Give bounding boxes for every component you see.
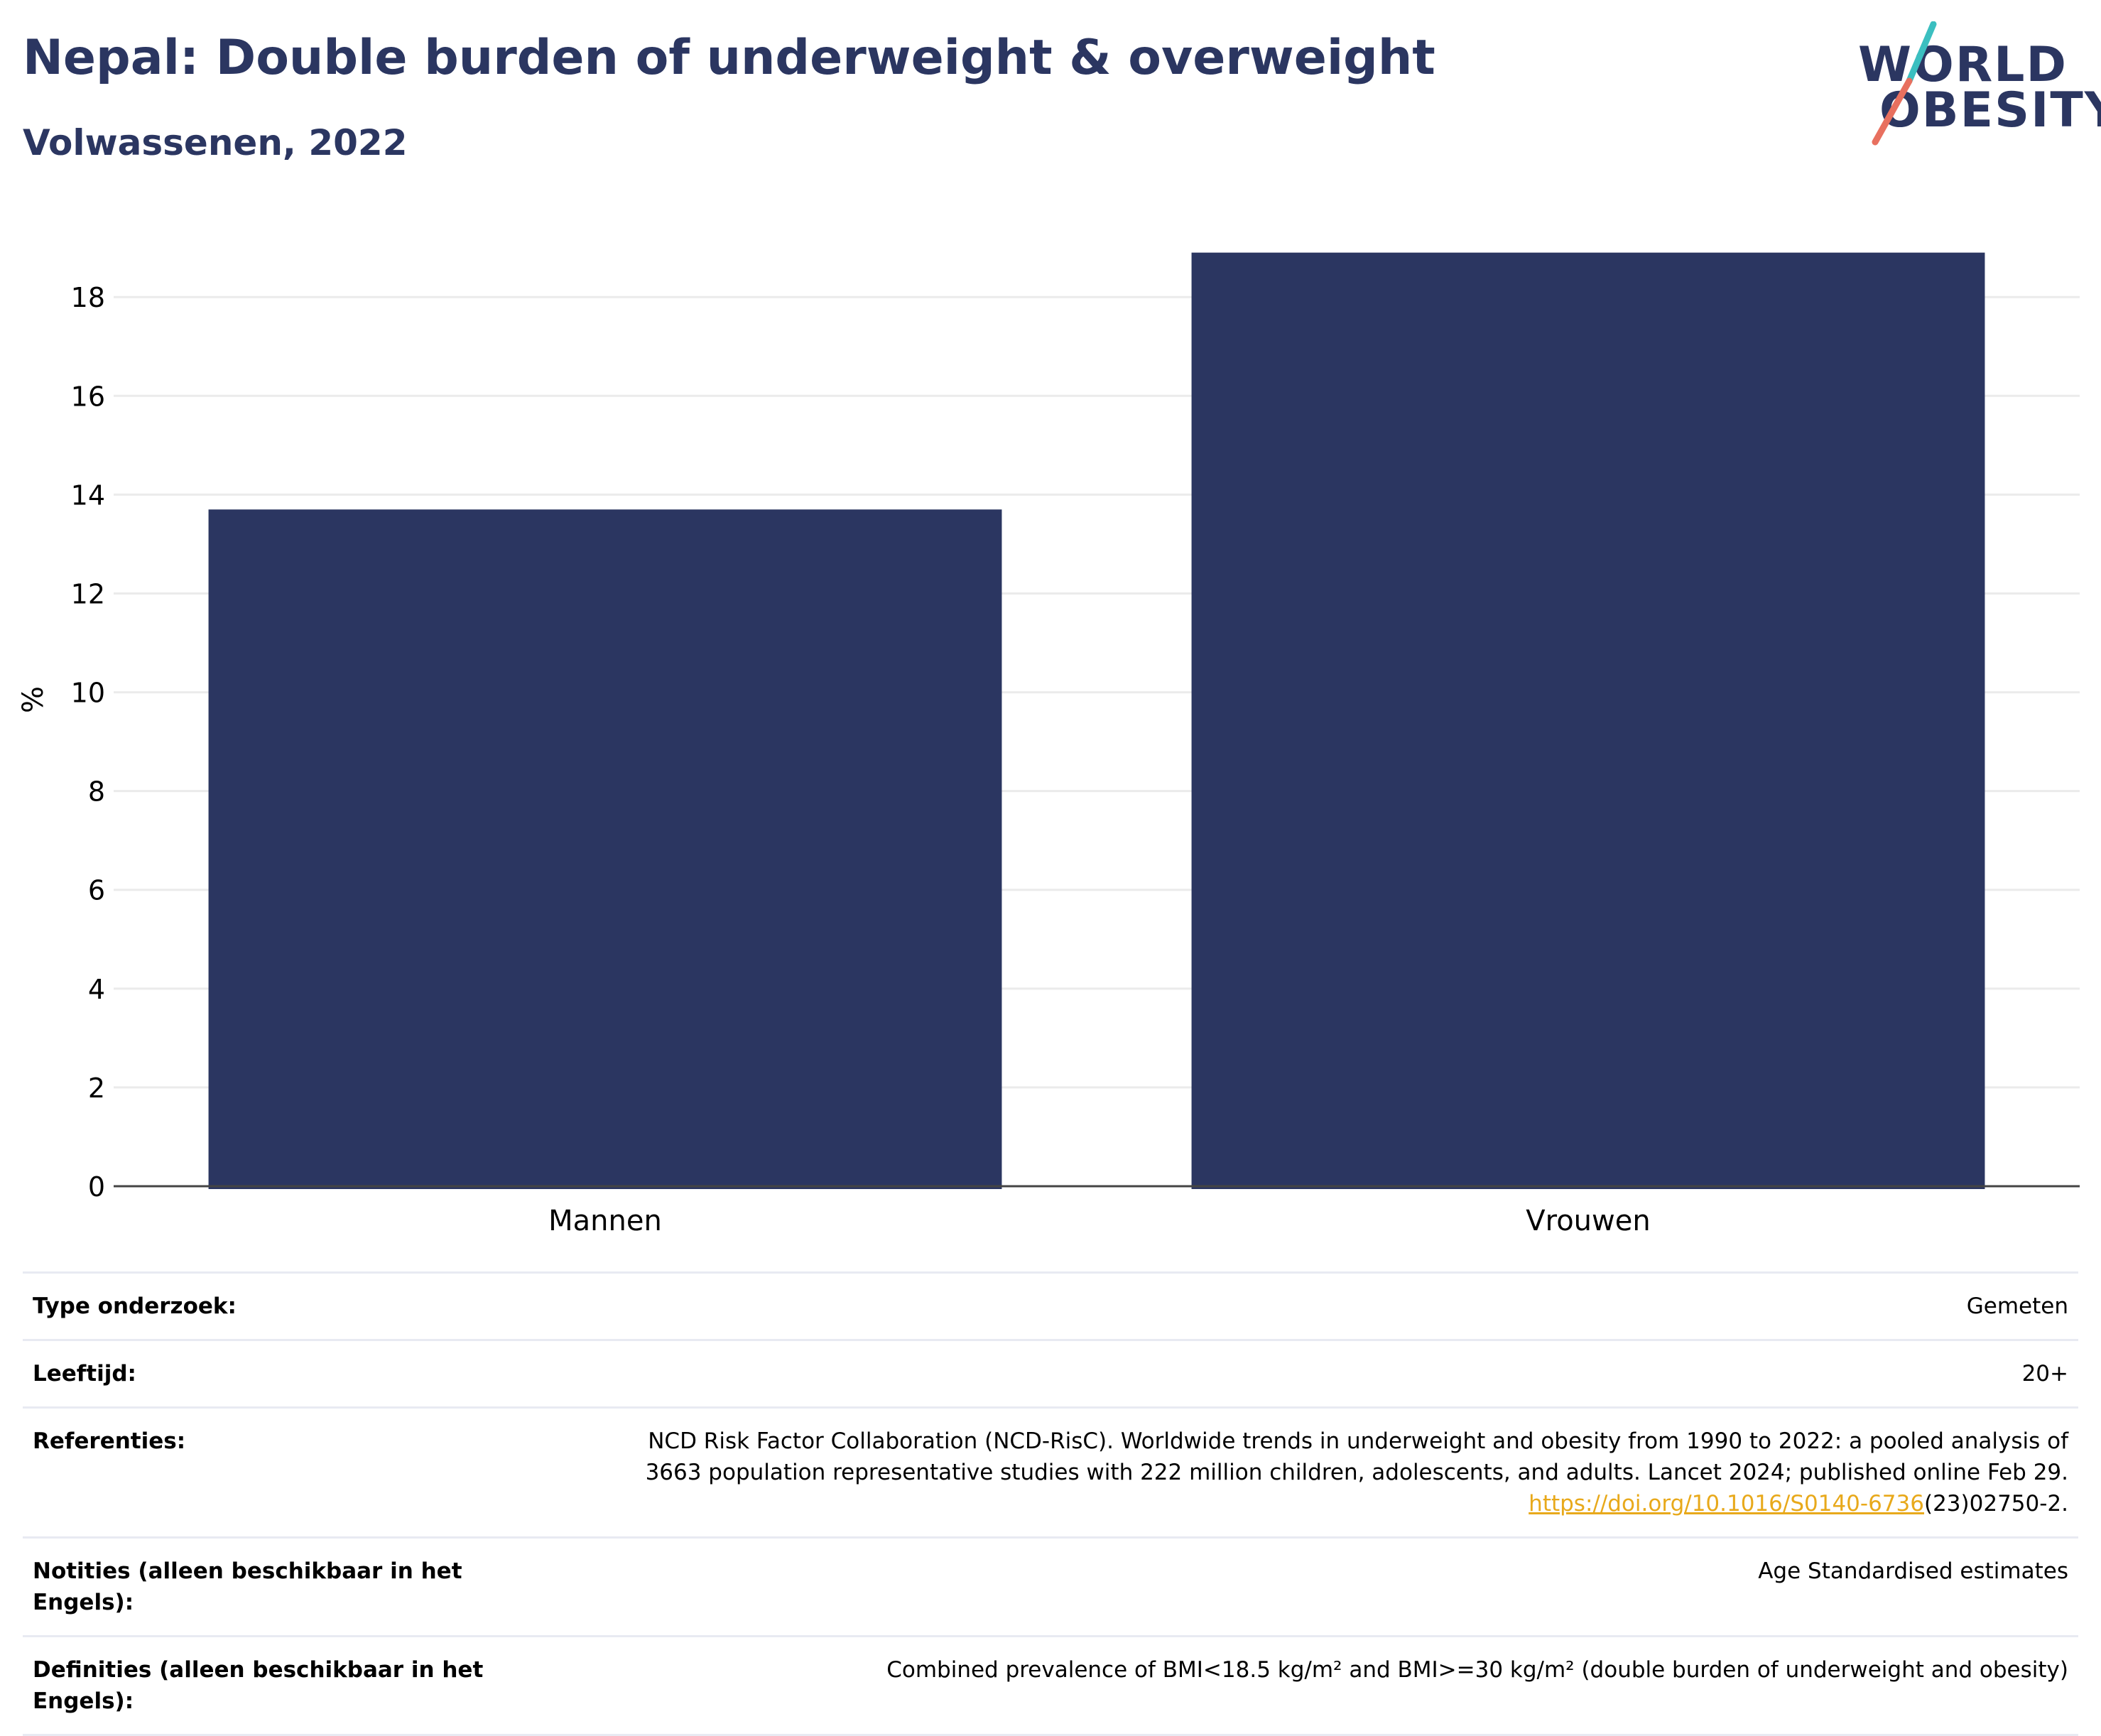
logo-line-1: WORLD xyxy=(1858,37,2068,93)
bar-vrouwen[interactable] xyxy=(1191,252,1985,1189)
y-tick-label: 6 xyxy=(88,875,105,906)
info-value: 20+ xyxy=(497,1339,2078,1408)
logo-slash-icon xyxy=(1872,21,1937,146)
info-label: Leeftijd: xyxy=(23,1339,497,1408)
x-tick-label: Vrouwen xyxy=(1526,1205,1650,1236)
info-row-references: Referenties: NCD Risk Factor Collaborati… xyxy=(23,1406,2078,1538)
x-tick-labels: Mannen Vrouwen xyxy=(548,1205,1651,1236)
reference-doi-link[interactable]: https://doi.org/10.1016/S0140-6736 xyxy=(1529,1491,1924,1517)
info-label: Notities (alleen beschikbaar in het Enge… xyxy=(23,1536,497,1637)
y-tick-label: 16 xyxy=(71,381,105,412)
y-tick-label: 0 xyxy=(88,1171,105,1203)
bar-chart: 0 2 4 6 8 10 12 14 16 18 Mannen Vrouwen % xyxy=(17,252,2080,1236)
bar-mannen[interactable] xyxy=(208,509,1002,1189)
bars xyxy=(208,252,1985,1189)
info-label: Type onderzoek: xyxy=(23,1271,497,1340)
chart-title: Nepal: Double burden of underweight & ov… xyxy=(23,30,1435,86)
y-tick-label: 8 xyxy=(88,776,105,808)
info-table: Type onderzoek: Gemeten Leeftijd: 20+ Re… xyxy=(23,1271,2078,1736)
reference-line-3: https://doi.org/10.1016/S0140-6736(23)02… xyxy=(507,1488,2068,1519)
reference-line-1: NCD Risk Factor Collaboration (NCD-RisC)… xyxy=(648,1428,2068,1454)
reference-line-2: 3663 population representative studies w… xyxy=(645,1460,2068,1485)
x-tick-label: Mannen xyxy=(548,1205,662,1236)
info-value: Age Standardised estimates xyxy=(497,1536,2078,1637)
reference-doi-suffix: (23)02750-2. xyxy=(1923,1491,2068,1517)
y-tick-label: 2 xyxy=(88,1073,105,1104)
info-value: Gemeten xyxy=(497,1271,2078,1340)
info-row-age: Leeftijd: 20+ xyxy=(23,1339,2078,1408)
y-tick-labels: 0 2 4 6 8 10 12 14 16 18 xyxy=(71,282,105,1203)
y-tick-label: 14 xyxy=(71,479,105,511)
y-tick-label: 18 xyxy=(71,282,105,313)
chart-subtitle: Volwassenen, 2022 xyxy=(23,122,408,163)
info-row-notes: Notities (alleen beschikbaar in het Enge… xyxy=(23,1536,2078,1637)
info-value: NCD Risk Factor Collaboration (NCD-RisC)… xyxy=(497,1406,2078,1538)
y-tick-label: 12 xyxy=(71,578,105,609)
info-label: Referenties: xyxy=(23,1406,497,1538)
y-tick-label: 4 xyxy=(88,974,105,1005)
info-row-type: Type onderzoek: Gemeten xyxy=(23,1271,2078,1340)
logo-line-2: OBESITY xyxy=(1879,82,2101,139)
y-axis-label: % xyxy=(17,686,50,713)
y-tick-label: 10 xyxy=(71,678,105,709)
world-obesity-logo: WORLD OBESITY xyxy=(1847,21,2101,149)
